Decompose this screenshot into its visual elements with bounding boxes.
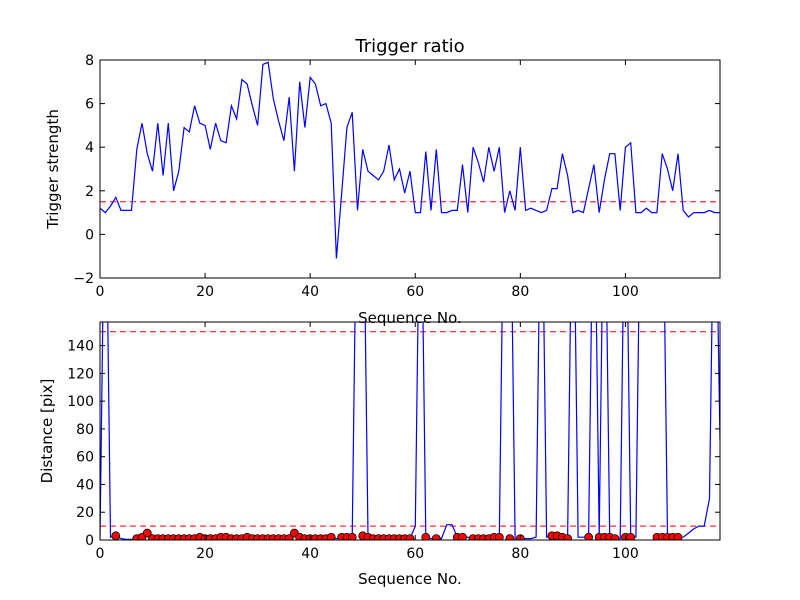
top-y-tick-label: 4	[85, 140, 94, 156]
bottom-x-tick-label: 80	[511, 546, 529, 562]
distance-markers	[111, 528, 683, 540]
bottom-x-tick-label: 100	[612, 546, 639, 562]
bottom-x-tick-label: 20	[196, 546, 214, 562]
data-point-marker	[458, 532, 467, 540]
data-point-marker	[673, 532, 683, 540]
data-point-marker	[111, 531, 121, 540]
bottom-y-tick-label: 100	[67, 394, 94, 410]
bottom-y-tick-label: 40	[76, 477, 94, 493]
bottom-y-tick-label: 60	[76, 450, 94, 466]
bottom-y-tick-label: 140	[67, 339, 94, 355]
data-point-marker	[626, 532, 636, 540]
data-point-marker	[326, 532, 336, 540]
bottom-x-tick-label: 60	[406, 546, 424, 562]
data-point-marker	[405, 534, 415, 540]
data-point-marker	[421, 532, 431, 540]
top-x-ticks: 0 20 40 60 80 100	[96, 60, 639, 300]
top-x-axis-label: Sequence No.	[358, 309, 462, 327]
bottom-x-ticks: 0 20 40 60 80 100	[96, 322, 639, 562]
top-x-tick-label: 0	[96, 284, 105, 300]
top-y-ticks: −2 0 2 4 6 8	[73, 53, 720, 287]
top-x-tick-label: 20	[196, 284, 214, 300]
top-x-tick-label: 80	[511, 284, 529, 300]
top-x-tick-label: 40	[301, 284, 319, 300]
top-axes-frame	[99, 59, 721, 279]
data-point-marker	[610, 534, 620, 540]
series-line	[100, 61, 720, 259]
data-point-marker	[142, 528, 152, 538]
bottom-y-ticks: 0 20 40 60 80 100 120 140	[67, 339, 720, 549]
top-x-tick-label: 60	[406, 284, 424, 300]
data-point-marker	[584, 532, 594, 540]
data-point-marker	[563, 534, 573, 540]
data-point-marker	[347, 532, 357, 540]
trigger-strength-series	[100, 61, 720, 259]
chart-title: Trigger ratio	[354, 36, 464, 57]
top-y-tick-label: −2	[73, 271, 94, 287]
bottom-y-tick-label: 80	[76, 422, 94, 438]
distance-threshold-lines	[100, 331, 720, 527]
top-y-tick-label: 2	[85, 184, 94, 200]
top-x-tick-label: 100	[612, 284, 639, 300]
bottom-y-axis-label: Distance [pix]	[38, 379, 56, 484]
data-point-marker	[431, 534, 441, 540]
top-y-tick-label: 8	[85, 53, 94, 69]
bottom-x-tick-label: 40	[301, 546, 319, 562]
bottom-y-tick-label: 20	[76, 505, 94, 521]
data-point-marker	[505, 534, 515, 540]
bottom-y-tick-label: 0	[85, 533, 94, 549]
top-y-tick-label: 0	[85, 227, 94, 243]
data-point-marker	[494, 532, 504, 540]
top-y-axis-label: Trigger strength	[44, 109, 62, 230]
bottom-y-tick-label: 120	[67, 366, 94, 382]
bottom-x-axis-label: Sequence No.	[358, 570, 462, 588]
bottom-axes-frame	[99, 321, 721, 541]
distance-panel: 0 20 40 60 80 100 0 20 40 60 80 100 120 140 Sequence…	[38, 321, 721, 588]
top-y-tick-label: 6	[85, 97, 94, 113]
bottom-x-tick-label: 0	[96, 546, 105, 562]
